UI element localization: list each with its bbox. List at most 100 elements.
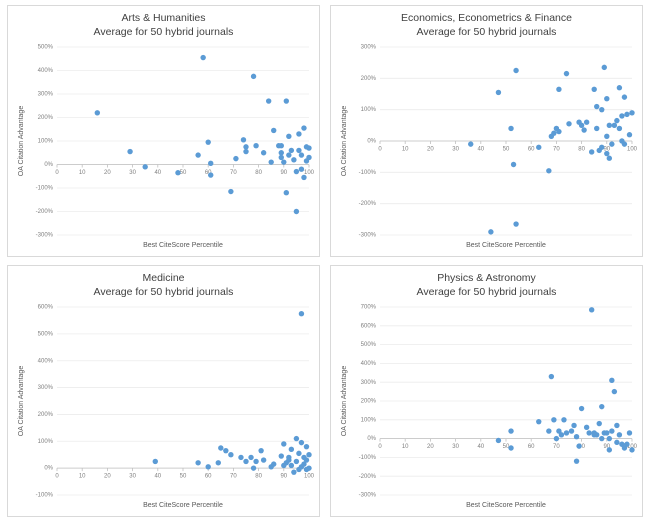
x-tick-label: 60 xyxy=(528,444,535,450)
x-tick-label: 70 xyxy=(553,147,560,153)
point xyxy=(238,454,244,461)
point xyxy=(286,152,292,158)
chart-panel: Physics & Astronomy Average for 50 hybrid… xyxy=(330,265,643,517)
point xyxy=(296,147,302,154)
chart-subtitle: Average for 50 hybrid journals xyxy=(417,286,557,298)
point xyxy=(265,98,272,104)
point xyxy=(578,405,585,412)
point xyxy=(609,428,615,434)
panel-border xyxy=(330,5,643,257)
point xyxy=(293,208,300,215)
y-tick-label: 600% xyxy=(361,323,377,329)
point xyxy=(195,460,201,466)
point xyxy=(301,174,307,181)
x-tick-label: 50 xyxy=(180,170,187,176)
point xyxy=(581,127,587,133)
point xyxy=(205,139,211,145)
point xyxy=(551,130,557,136)
point xyxy=(573,458,580,464)
point xyxy=(258,447,264,454)
y-tick-label: 700% xyxy=(361,305,377,311)
x-tick-label: 80 xyxy=(578,444,585,450)
point xyxy=(127,148,133,155)
x-tick-label: 60 xyxy=(205,474,212,480)
point xyxy=(205,464,211,470)
y-tick-label: 200% xyxy=(38,115,54,121)
chart-subtitle: Average for 50 hybrid journals xyxy=(94,286,234,298)
point xyxy=(215,460,221,466)
point xyxy=(278,143,284,149)
point xyxy=(626,430,633,436)
x-tick-label: 70 xyxy=(230,170,237,176)
point xyxy=(278,150,284,156)
point xyxy=(606,435,613,442)
point xyxy=(288,462,295,469)
y-axis-title: OA Citation Advantage xyxy=(18,106,25,177)
point xyxy=(208,160,214,167)
point xyxy=(588,307,595,313)
point xyxy=(609,377,615,384)
point xyxy=(240,137,247,143)
y-tick-label: 400% xyxy=(38,68,54,74)
point xyxy=(286,133,292,139)
x-tick-label: 60 xyxy=(528,147,535,153)
y-tick-label: 200% xyxy=(361,399,377,405)
point xyxy=(298,166,305,172)
point xyxy=(551,417,557,423)
point xyxy=(248,454,254,461)
point xyxy=(306,154,312,161)
point xyxy=(250,465,257,471)
point xyxy=(591,86,597,93)
point xyxy=(250,73,257,80)
point xyxy=(288,446,295,453)
x-tick-label: 100 xyxy=(304,170,315,176)
point xyxy=(606,155,613,161)
point xyxy=(243,458,249,465)
y-tick-label: -100% xyxy=(36,493,54,499)
point xyxy=(513,67,519,74)
point xyxy=(599,106,605,113)
point xyxy=(611,122,618,129)
point xyxy=(268,159,274,165)
point xyxy=(208,172,214,178)
y-tick-label: -100% xyxy=(359,170,377,176)
y-tick-label: -100% xyxy=(36,186,54,192)
point xyxy=(296,450,302,457)
point xyxy=(513,221,519,227)
point xyxy=(561,417,567,423)
y-tick-label: -300% xyxy=(359,493,377,499)
x-tick-label: 90 xyxy=(603,444,610,450)
point xyxy=(510,161,517,168)
x-axis-title: Best CiteScore Percentile xyxy=(143,242,223,249)
x-tick-label: 30 xyxy=(452,147,459,153)
point xyxy=(553,435,560,442)
point xyxy=(271,127,277,134)
x-tick-label: 40 xyxy=(477,444,484,450)
point xyxy=(228,452,234,458)
x-tick-label: 0 xyxy=(55,170,59,176)
point xyxy=(546,428,552,434)
x-tick-label: 80 xyxy=(578,147,585,153)
point xyxy=(583,119,590,125)
point xyxy=(271,461,277,467)
point xyxy=(599,144,605,150)
point xyxy=(306,452,312,458)
point xyxy=(200,54,206,61)
point xyxy=(588,149,595,155)
point xyxy=(293,168,300,175)
point xyxy=(278,453,284,459)
x-tick-label: 30 xyxy=(452,444,459,450)
point xyxy=(283,190,290,196)
chart-subtitle: Average for 50 hybrid journals xyxy=(94,26,234,38)
point xyxy=(495,89,502,96)
y-tick-label: -200% xyxy=(36,209,54,215)
x-tick-label: 0 xyxy=(55,474,59,480)
y-axis-title: OA Citation Advantage xyxy=(341,106,348,177)
x-axis-title: Best CiteScore Percentile xyxy=(466,502,546,509)
point xyxy=(573,434,580,440)
x-tick-label: 100 xyxy=(627,444,638,450)
point xyxy=(599,435,605,442)
x-tick-label: 60 xyxy=(205,170,212,176)
x-tick-label: 100 xyxy=(304,474,315,480)
